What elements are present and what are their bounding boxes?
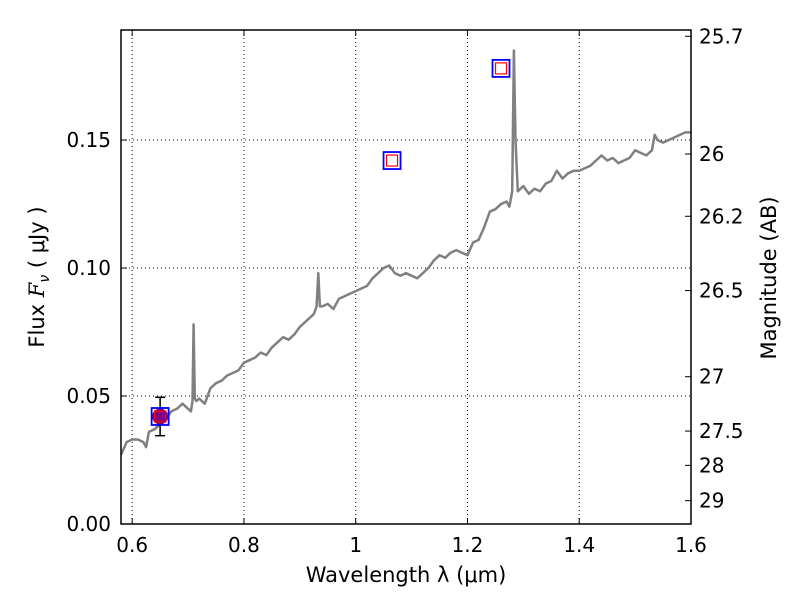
y-tick-label: 0.05: [66, 384, 111, 408]
y-axis-label-subscript: ν: [37, 275, 53, 283]
x-tick-label: 1.6: [675, 533, 707, 557]
x-tick-label: 1.4: [563, 533, 595, 557]
right-tick-label: 27.5: [699, 419, 744, 443]
y-axis-label: Flux Fν ( μJy ): [25, 206, 53, 347]
ticks-layer: 0.6 0.8 1 1.2 1.4 1.6 0.00 0.05 0.10 0.15 25.7 26 26…: [66, 24, 743, 557]
model-square-inner: [385, 154, 399, 167]
model-square-outer: [150, 407, 170, 426]
y-axis-label-suffix: ( μJy ): [25, 206, 49, 274]
x-axis-label: Wavelength λ (μm): [306, 563, 507, 587]
spectrum-layer: [121, 49, 691, 456]
y-tick-label: 0.00: [66, 512, 111, 536]
x-tick-label: 0.8: [228, 533, 260, 557]
y-tick-label: 0.15: [66, 128, 111, 152]
right-tick-label: 26: [699, 142, 724, 166]
points-layer: [150, 58, 511, 437]
photometry-point: [152, 408, 169, 425]
right-tick-label: 27: [699, 365, 724, 389]
right-tick-label: 28: [699, 453, 724, 477]
x-tick-label: 1.2: [452, 533, 484, 557]
right-tick-label: 25.7: [699, 24, 744, 48]
model-square-inner: [494, 62, 508, 75]
plot-frame: [120, 29, 692, 525]
y-axis-label-symbol: F: [25, 281, 49, 298]
spectrum-line: [121, 49, 691, 456]
model-square-outer: [491, 58, 511, 78]
y-tick-label: 0.10: [66, 256, 111, 280]
right-tick-label: 26.2: [699, 204, 744, 228]
x-tick-label: 0.6: [116, 533, 148, 557]
model-square-inner: [154, 410, 167, 423]
right-tick-label: 26.5: [699, 279, 744, 303]
model-square-outer: [382, 151, 402, 170]
grid-layer: [121, 30, 692, 525]
right-axis-label: Magnitude (AB): [757, 196, 781, 359]
y-axis-label-prefix: Flux: [25, 297, 49, 347]
right-tick-label: 29: [699, 489, 724, 513]
x-tick-label: 1: [349, 533, 362, 557]
